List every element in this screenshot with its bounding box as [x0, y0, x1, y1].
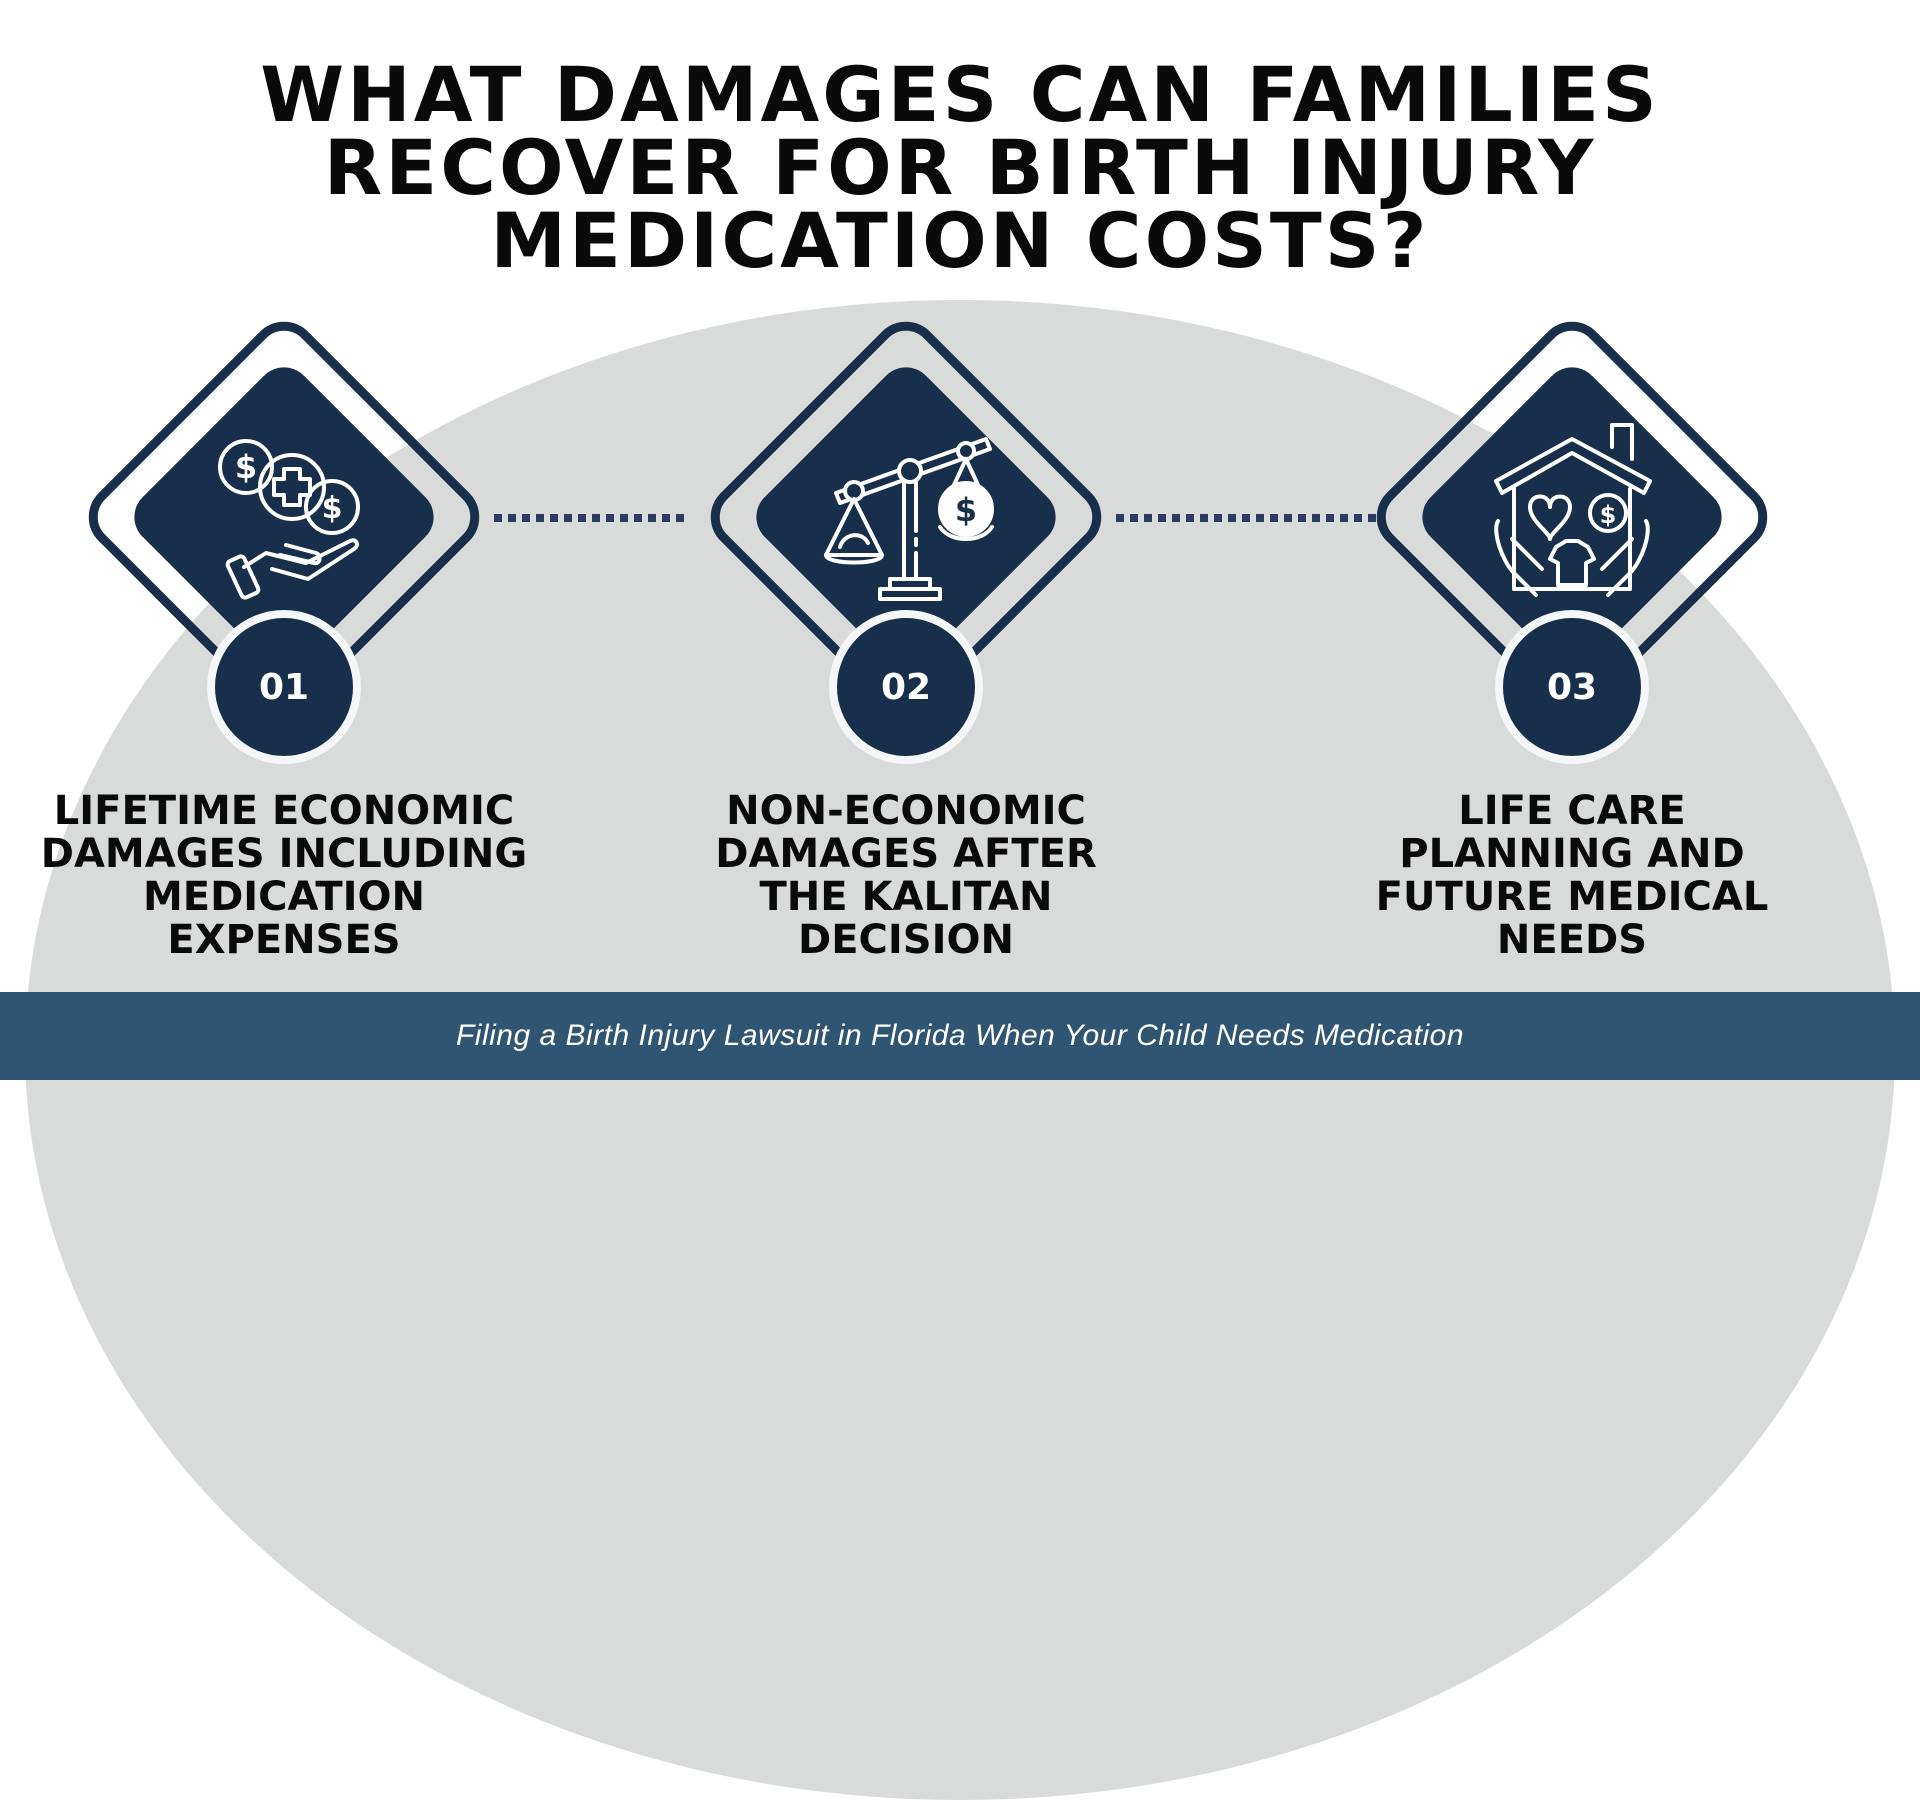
- caption-line: NON-ECONOMIC: [726, 788, 1086, 834]
- svg-text:$: $: [322, 491, 343, 526]
- scale-balance-money-icon: $: [824, 437, 994, 601]
- step-number-badge: 01: [207, 610, 361, 764]
- title-line-2: RECOVER FOR BIRTH INJURY: [323, 123, 1597, 212]
- page-title: WHAT DAMAGES CAN FAMILIES RECOVER FOR BI…: [0, 50, 1920, 285]
- house-care-hands-icon: $: [1494, 423, 1652, 597]
- step-03-caption: LIFE CARE PLANNING AND FUTURE MEDICAL NE…: [1292, 790, 1852, 962]
- caption-line: DECISION: [798, 917, 1014, 963]
- caption-line: EXPENSES: [167, 917, 401, 963]
- caption-line: FUTURE MEDICAL: [1375, 874, 1769, 920]
- title-line-1: WHAT DAMAGES CAN FAMILIES: [260, 50, 1660, 139]
- dotted-connector-1-2: [494, 514, 690, 522]
- title-line-3: MEDICATION COSTS?: [490, 196, 1430, 285]
- footer-text: Filing a Birth Injury Lawsuit in Florida…: [455, 1019, 1465, 1052]
- caption-line: MEDICATION: [142, 874, 426, 920]
- caption-line: DAMAGES INCLUDING: [40, 831, 528, 877]
- step-01: $ $ 01: [74, 307, 494, 764]
- step-number-badge: 02: [829, 610, 983, 764]
- caption-line: DAMAGES AFTER: [715, 831, 1097, 877]
- svg-text:$: $: [1600, 501, 1617, 529]
- footer-banner: Filing a Birth Injury Lawsuit in Florida…: [0, 992, 1920, 1080]
- medical-money-hand-icon: $ $: [218, 439, 360, 600]
- caption-line: PLANNING AND: [1399, 831, 1745, 877]
- caption-line: LIFETIME ECONOMIC: [53, 788, 515, 834]
- caption-line: LIFE CARE: [1458, 788, 1686, 834]
- svg-text:$: $: [235, 448, 257, 486]
- svg-text:$: $: [955, 491, 977, 529]
- caption-line: NEEDS: [1496, 917, 1648, 963]
- caption-line: THE KALITAN: [759, 874, 1053, 920]
- dotted-connector-2-3: [1116, 514, 1378, 522]
- step-03: $ 03: [1362, 307, 1782, 764]
- step-01-caption: LIFETIME ECONOMIC DAMAGES INCLUDING MEDI…: [4, 790, 564, 962]
- step-02: $ 02: [696, 307, 1116, 764]
- step-02-caption: NON-ECONOMIC DAMAGES AFTER THE KALITAN D…: [626, 790, 1186, 962]
- step-number-badge: 03: [1495, 610, 1649, 764]
